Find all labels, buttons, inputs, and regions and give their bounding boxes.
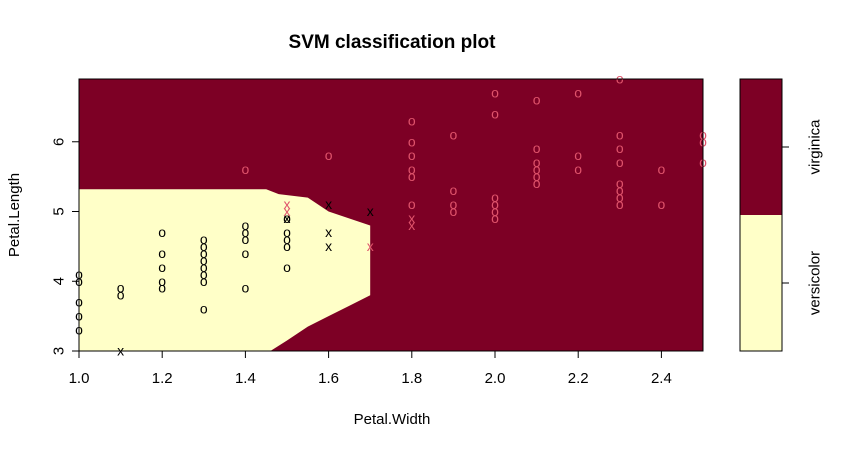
data-point: o [491,105,499,121]
data-point: o [533,154,541,170]
data-point: o [616,189,624,205]
y-tick-label: 6 [51,138,68,146]
x-tick-label: 1.0 [69,370,90,387]
data-point: o [450,203,458,219]
data-point: o [283,210,291,226]
y-axis-label: Petal.Length [6,173,23,257]
x-tick-label: 1.8 [401,370,422,387]
data-point: o [574,84,582,100]
data-point: o [533,168,541,184]
data-point: o [117,287,125,303]
data-point: o [158,273,166,289]
plot-area: oooooxoooooooooooooooooooooooooxxxxxoxxo… [75,71,707,359]
x-tick-label: 1.4 [235,370,256,387]
data-point: o [533,140,541,156]
legend-swatch-virginica [740,79,782,215]
data-point: o [200,252,208,268]
support-vector-point: x [408,210,415,226]
data-point: o [200,266,208,282]
data-point: o [450,196,458,212]
data-point: o [616,175,624,191]
data-point: o [491,84,499,100]
x-axis-label: Petal.Width [354,411,431,428]
data-point: o [242,217,250,233]
data-point: o [283,231,291,247]
data-point: o [200,301,208,317]
legend-label-versicolor: versicolor [807,251,824,315]
data-point: o [283,259,291,275]
data-point: o [408,147,416,163]
data-point: o [200,238,208,254]
data-point: o [242,245,250,261]
data-point: o [117,280,125,296]
data-point: o [242,161,250,177]
y-tick-label: 3 [51,347,68,355]
data-point: o [408,133,416,149]
data-point: o [158,224,166,240]
x-tick-label: 1.2 [152,370,173,387]
data-point: o [408,196,416,212]
data-point: o [616,154,624,170]
data-point: o [491,196,499,212]
data-point: o [450,126,458,142]
support-vector-point: x [325,238,332,254]
data-point: o [658,196,666,212]
data-point: o [242,224,250,240]
support-vector-point: x [325,196,332,212]
legend-swatch-versicolor [740,215,782,351]
data-point: o [158,259,166,275]
data-point: o [408,168,416,184]
chart-title: SVM classification plot [289,32,497,53]
data-point: o [200,231,208,247]
x-tick-label: 2.4 [651,370,672,387]
data-point: o [574,161,582,177]
y-axis: 3 4 5 6 [51,138,80,355]
data-point: o [616,182,624,198]
data-point: o [242,280,250,296]
data-point: o [200,259,208,275]
data-point: o [408,112,416,128]
data-point: o [283,224,291,240]
support-vector-point: x [284,203,291,219]
data-point: o [616,126,624,142]
data-point: o [616,196,624,212]
support-vector-point: x [367,203,374,219]
data-point: o [450,182,458,198]
data-point: o [325,147,333,163]
x-tick-label: 2.2 [568,370,589,387]
x-axis: 1.0 1.2 1.4 1.6 1.8 2.0 2.2 2.4 [69,350,672,387]
data-point: o [200,273,208,289]
support-vector-point: x [367,238,374,254]
support-vector-point: x [284,210,291,226]
legend-border [739,78,783,352]
y-tick-label: 5 [51,207,68,215]
data-point: o [533,175,541,191]
data-point: o [283,238,291,254]
data-point: o [200,245,208,261]
legend-label-virginica: virginica [807,119,824,175]
data-point: o [533,91,541,107]
data-point: o [491,203,499,219]
data-point: o [658,161,666,177]
data-point: o [158,245,166,261]
data-point: o [242,231,250,247]
x-tick-label: 1.6 [318,370,339,387]
region-versicolor [79,189,371,351]
y-tick-label: 4 [51,277,68,285]
data-point: o [408,161,416,177]
support-vector-point: x [284,196,291,212]
x-tick-label: 2.0 [485,370,506,387]
data-point: o [616,140,624,156]
class-color-legend: virginica versicolor [739,78,824,352]
data-point: o [158,280,166,296]
support-vector-point: x [408,217,415,233]
data-point: o [491,210,499,226]
data-point: o [574,147,582,163]
support-vector-point: x [325,224,332,240]
data-point: o [491,189,499,205]
data-point: o [533,161,541,177]
